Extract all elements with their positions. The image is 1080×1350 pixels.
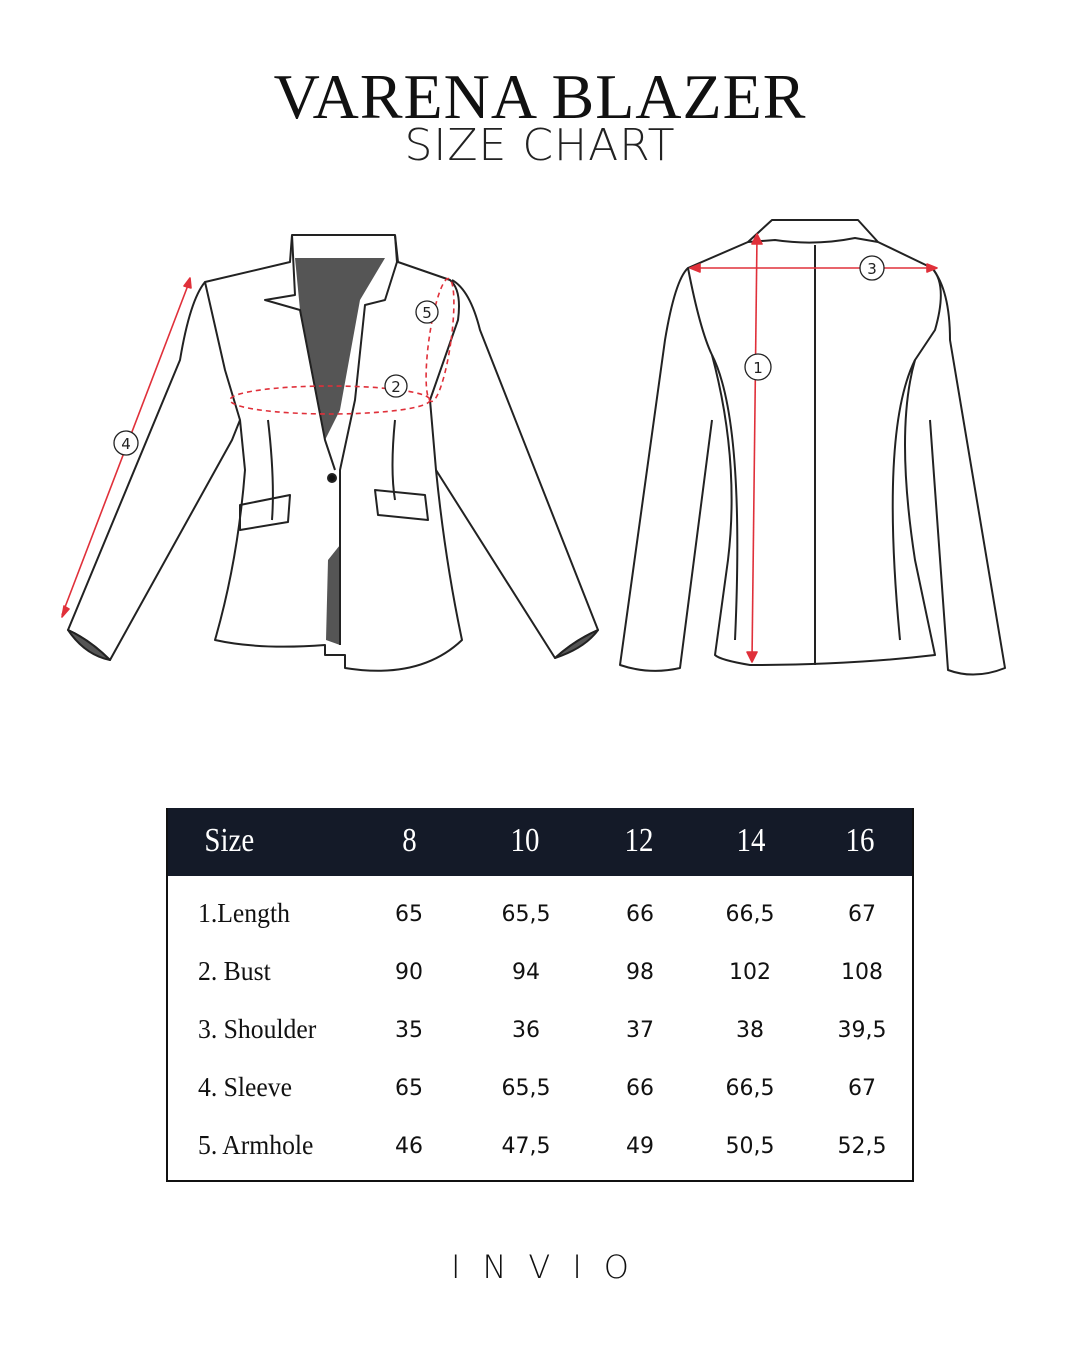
marker-1: 1 <box>744 353 772 381</box>
row-value: 38 <box>736 1018 764 1043</box>
front-lining <box>295 258 385 440</box>
back-side-seam-left <box>711 354 739 641</box>
row-value: 49 <box>626 1134 654 1159</box>
row-label: 3. Shoulder <box>198 1014 317 1044</box>
back-right-sleeve <box>929 267 1006 676</box>
page-subtitle: SIZE CHART <box>404 120 676 171</box>
row-value: 98 <box>626 960 654 985</box>
left-lapel <box>264 234 336 471</box>
row-value: 94 <box>512 960 540 985</box>
table-row: 4. Sleeve 65 65,5 66 66,5 67 <box>168 1070 912 1128</box>
measurement-lines <box>61 233 938 663</box>
header-size-14: 14 <box>736 822 766 859</box>
table-row: 1.Length 65 65,5 66 66,5 67 <box>168 896 912 954</box>
right-lapel <box>339 234 398 645</box>
left-pocket <box>239 494 291 531</box>
row-value: 108 <box>841 960 883 985</box>
back-collar <box>747 237 879 244</box>
row-value: 65,5 <box>501 902 551 927</box>
back-left-sleeve <box>619 267 713 672</box>
header-size-8: 8 <box>402 822 417 859</box>
page-title: VARENA BLAZER <box>273 61 807 132</box>
svg-text:1: 1 <box>753 359 763 377</box>
row-value: 39,5 <box>837 1018 887 1043</box>
blazer-front-illustration <box>67 234 599 672</box>
marker-2: 2 <box>384 374 408 398</box>
front-button <box>327 473 337 483</box>
row-value: 65 <box>395 1076 423 1101</box>
row-value: 52,5 <box>837 1134 887 1159</box>
dart-right <box>391 419 396 501</box>
row-value: 35 <box>395 1018 423 1043</box>
back-side-seam-right <box>891 359 916 641</box>
header-size-16: 16 <box>845 822 875 859</box>
front-body-outline <box>204 234 463 672</box>
size-table: Size 8 10 12 14 16 1.Length 65 65,5 66 66,5 6… <box>166 808 914 1182</box>
table-row: 3. Shoulder 35 36 37 38 39,5 <box>168 1012 912 1070</box>
row-value: 67 <box>848 1076 876 1101</box>
front-left-sleeve <box>67 281 241 661</box>
header-size-10: 10 <box>510 822 540 859</box>
row-value: 50,5 <box>725 1134 775 1159</box>
front-lining-bottom <box>326 545 340 645</box>
brand-logo: INVIO <box>451 1248 651 1286</box>
row-value: 67 <box>848 902 876 927</box>
header-size: Size <box>204 822 255 859</box>
row-value: 46 <box>395 1134 423 1159</box>
right-pocket <box>374 489 429 521</box>
blazer-back-illustration <box>619 219 1006 676</box>
marker-4: 4 <box>113 430 139 456</box>
row-value: 65 <box>395 902 423 927</box>
armhole-measure-ellipse <box>425 277 455 403</box>
row-label: 1.Length <box>198 898 290 928</box>
row-label: 4. Sleeve <box>198 1072 293 1102</box>
row-label: 2. Bust <box>198 956 271 986</box>
measurement-markers: 2 4 5 1 3 <box>113 255 885 456</box>
row-value: 90 <box>395 960 423 985</box>
row-value: 102 <box>729 960 771 985</box>
header-size-12: 12 <box>624 822 654 859</box>
dart-left <box>267 419 274 521</box>
svg-text:3: 3 <box>867 260 877 278</box>
front-right-sleeve <box>435 279 599 659</box>
marker-5: 5 <box>415 300 439 324</box>
row-value: 37 <box>626 1018 654 1043</box>
row-value: 65,5 <box>501 1076 551 1101</box>
table-row: 2. Bust 90 94 98 102 108 <box>168 954 912 1012</box>
cuff-left <box>67 629 111 661</box>
marker-3: 3 <box>859 255 885 281</box>
svg-text:2: 2 <box>391 378 401 396</box>
row-value: 47,5 <box>501 1134 551 1159</box>
row-value: 36 <box>512 1018 540 1043</box>
cuff-right <box>554 629 599 659</box>
row-label: 5. Armhole <box>198 1130 314 1160</box>
row-value: 66 <box>626 1076 654 1101</box>
svg-text:4: 4 <box>121 435 131 453</box>
svg-text:5: 5 <box>422 304 432 322</box>
length-measure-line <box>751 235 758 661</box>
row-value: 66 <box>626 902 654 927</box>
table-row: 5. Armhole 46 47,5 49 50,5 52,5 <box>168 1128 912 1186</box>
blazer-diagram: 2 4 5 1 3 <box>61 219 1006 676</box>
size-table-header: Size 8 10 12 14 16 <box>168 808 912 876</box>
row-value: 66,5 <box>725 1076 775 1101</box>
row-value: 66,5 <box>725 902 775 927</box>
